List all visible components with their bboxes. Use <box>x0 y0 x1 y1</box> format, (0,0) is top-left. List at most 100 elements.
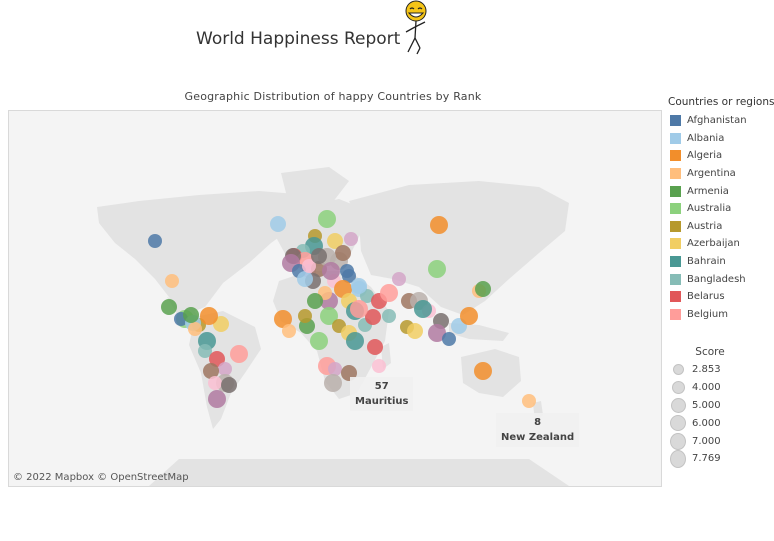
legend-item[interactable]: Belarus <box>668 288 774 306</box>
country-bubble[interactable] <box>200 307 218 325</box>
country-bubble[interactable] <box>382 309 396 323</box>
legend-swatch <box>670 132 681 144</box>
country-bubble[interactable] <box>328 362 342 376</box>
country-bubble[interactable] <box>208 390 226 408</box>
legend-item[interactable]: Australia <box>668 200 774 218</box>
legend-label: Algeria <box>687 150 723 162</box>
legend-swatch <box>670 273 681 285</box>
mascot-icon <box>405 0 427 55</box>
country-bubble[interactable] <box>460 307 478 325</box>
annotation-rank: 57 <box>374 381 389 392</box>
country-bubble[interactable] <box>208 376 222 390</box>
map-attribution[interactable]: © 2022 Mapbox © OpenStreetMap <box>13 472 189 483</box>
legend-item[interactable]: Azerbaijan <box>668 235 774 253</box>
legend-label: Belarus <box>687 291 725 303</box>
legend-swatch <box>670 238 681 250</box>
country-bubble[interactable] <box>270 216 286 232</box>
size-circle-icon <box>670 432 686 450</box>
legend-label: Austria <box>687 220 723 232</box>
legend-swatch <box>670 150 681 162</box>
size-legend-label: 7.769 <box>692 453 721 465</box>
legend-item[interactable]: Afghanistan <box>668 112 774 130</box>
country-bubble[interactable] <box>324 374 342 392</box>
country-bubble[interactable] <box>475 281 491 297</box>
size-legend-item: 2.853 <box>670 361 770 379</box>
country-bubble[interactable] <box>414 300 432 318</box>
land-north-america <box>97 191 309 315</box>
land-antarctica <box>149 459 569 486</box>
country-bubble[interactable] <box>407 323 423 339</box>
size-circle-icon <box>672 364 684 376</box>
country-bubble[interactable] <box>428 260 446 278</box>
country-bubble[interactable] <box>221 377 237 393</box>
annotation-new-zealand[interactable]: 8 New Zealand <box>496 413 580 447</box>
country-bubble[interactable] <box>344 232 358 246</box>
legend-label: Afghanistan <box>687 115 747 127</box>
country-bubble[interactable] <box>274 310 292 328</box>
country-bubble[interactable] <box>310 332 328 350</box>
country-bubble[interactable] <box>203 363 219 379</box>
legend-item[interactable]: Bangladesh <box>668 270 774 288</box>
annotation-mauritius[interactable]: 57 Mauritius <box>350 377 414 411</box>
country-bubble[interactable] <box>442 332 456 346</box>
country-bubble[interactable] <box>307 293 323 309</box>
legend-label: Bangladesh <box>687 273 746 285</box>
country-bubble[interactable] <box>522 394 536 408</box>
country-bubble[interactable] <box>218 362 232 376</box>
country-bubble[interactable] <box>365 309 381 325</box>
legend-swatch <box>670 308 681 320</box>
map-subtitle: Geographic Distribution of happy Countri… <box>184 90 482 103</box>
country-bubble[interactable] <box>188 322 202 336</box>
country-bubble[interactable] <box>298 309 312 323</box>
country-bubble[interactable] <box>148 234 162 248</box>
country-bubble[interactable] <box>302 259 316 273</box>
country-bubble[interactable] <box>230 345 248 363</box>
legend-item[interactable]: Austria <box>668 218 774 236</box>
legend-item[interactable]: Argentina <box>668 165 774 183</box>
country-bubble[interactable] <box>392 272 406 286</box>
country-bubble[interactable] <box>165 274 179 288</box>
country-bubble[interactable] <box>209 351 225 367</box>
size-circle-icon <box>670 397 686 413</box>
legend-item[interactable]: Algeria <box>668 147 774 165</box>
size-circle-icon <box>670 415 686 432</box>
legend-label: Albania <box>687 132 725 144</box>
country-bubble[interactable] <box>367 339 383 355</box>
country-bubbles <box>148 210 536 408</box>
country-bubble[interactable] <box>340 264 354 278</box>
country-bubble[interactable] <box>372 359 386 373</box>
map-canvas <box>97 167 569 486</box>
country-bubble[interactable] <box>346 332 364 350</box>
legend-item[interactable]: Belgium <box>668 306 774 324</box>
country-bubble[interactable] <box>311 248 327 264</box>
size-legend-item: 7.769 <box>670 449 770 468</box>
legend-label: Bahrain <box>687 256 726 268</box>
legend-label: Belgium <box>687 308 728 320</box>
country-bubble[interactable] <box>428 324 446 342</box>
country-bubble[interactable] <box>430 216 448 234</box>
legend-item[interactable]: Armenia <box>668 182 774 200</box>
country-bubble[interactable] <box>327 233 343 249</box>
country-bubble[interactable] <box>282 324 296 338</box>
legend-item[interactable]: Albania <box>668 130 774 148</box>
size-circle-icon <box>670 449 686 468</box>
country-bubble[interactable] <box>318 210 336 228</box>
country-bubble[interactable] <box>161 299 177 315</box>
world-map[interactable]: 57 Mauritius 8 New Zealand © 2022 Mapbox… <box>8 110 662 487</box>
country-bubble[interactable] <box>380 284 398 302</box>
legend-label: Azerbaijan <box>687 238 740 250</box>
size-legend-item: 5.000 <box>670 397 770 415</box>
country-bubble[interactable] <box>198 344 212 358</box>
country-bubble[interactable] <box>320 307 338 325</box>
legend-item[interactable]: Bahrain <box>668 253 774 271</box>
country-bubble[interactable] <box>183 307 199 323</box>
country-bubble[interactable] <box>351 278 367 294</box>
country-bubble[interactable] <box>474 362 492 380</box>
country-bubble[interactable] <box>350 300 368 318</box>
country-bubble[interactable] <box>335 245 351 261</box>
size-legend-label: 4.000 <box>692 382 721 394</box>
size-legend-item: 6.000 <box>670 414 770 432</box>
country-bubble[interactable] <box>322 262 340 280</box>
legend-swatch <box>670 185 681 197</box>
country-bubble[interactable] <box>297 271 313 287</box>
